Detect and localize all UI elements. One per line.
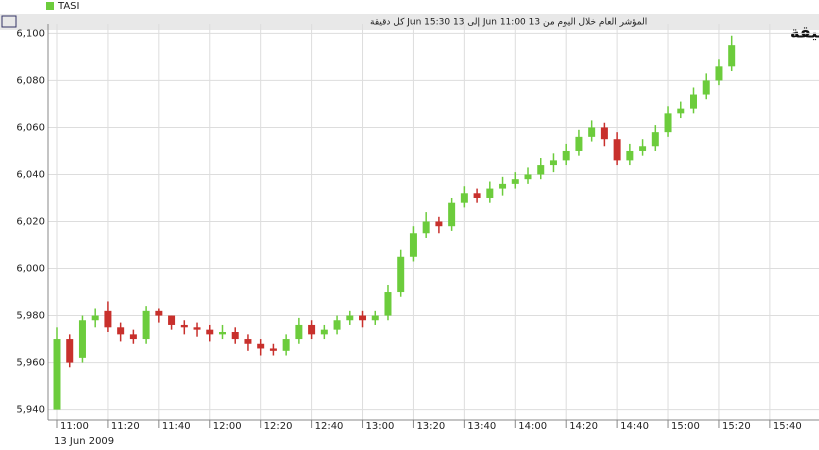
candle-body — [473, 193, 481, 198]
candle-body — [715, 66, 723, 81]
x-tick-label: 13:00 — [366, 421, 395, 432]
candle-body — [626, 150, 634, 161]
candle-body — [155, 310, 163, 316]
candle-body — [613, 139, 621, 161]
candle-body — [664, 113, 672, 133]
x-tick-label: 14:00 — [518, 421, 547, 432]
x-tick-label: 12:40 — [315, 421, 344, 432]
candle-body — [269, 348, 277, 351]
chart-title: اداء المؤشر العام خلال جلسة أمس(شموع) كل… — [790, 22, 819, 42]
legend-label: TASI — [57, 1, 79, 12]
candle-body — [397, 256, 405, 293]
candle-body — [206, 329, 214, 335]
candle-body — [218, 332, 226, 335]
candle-body — [257, 343, 265, 349]
y-tick-label: 5,960 — [16, 358, 45, 369]
candle-body — [690, 94, 697, 109]
candle-body — [129, 334, 137, 340]
candle-body — [308, 324, 316, 335]
x-tick-label: 15:00 — [671, 421, 700, 432]
candle-body — [677, 108, 685, 114]
y-tick-label: 5,980 — [16, 311, 45, 322]
candle-body — [448, 202, 456, 227]
x-tick-label: 13:20 — [416, 421, 445, 432]
y-tick-label: 6,060 — [16, 122, 45, 133]
candle-body — [180, 324, 188, 328]
candle-body — [409, 233, 417, 257]
candle-body — [499, 183, 507, 189]
candle-body — [435, 221, 443, 227]
candle-body — [384, 292, 392, 316]
candle-body — [562, 150, 570, 161]
candle-body — [346, 315, 354, 321]
candle-body — [549, 160, 557, 166]
legend-swatch — [46, 2, 54, 10]
y-tick-label: 5,940 — [16, 405, 45, 416]
candle-body — [53, 339, 61, 410]
candle-body — [702, 80, 710, 95]
candle-body — [104, 310, 112, 328]
candle-body — [231, 332, 239, 340]
date-label: 13 Jun 2009 — [54, 436, 114, 447]
candle-body — [422, 221, 430, 234]
info-text: المؤشر العام خلال اليوم من 13 Jun 11:00 … — [370, 18, 647, 28]
candle-body — [460, 193, 468, 203]
candle-body — [117, 327, 125, 335]
window-icon[interactable] — [1, 15, 17, 28]
candle-body — [639, 146, 647, 151]
candle-body — [486, 188, 494, 198]
candle-body — [575, 136, 583, 151]
candle-body — [600, 127, 608, 140]
x-tick-label: 11:20 — [111, 421, 140, 432]
candle-body — [359, 315, 367, 321]
y-tick-label: 6,040 — [16, 169, 45, 180]
candle-body — [320, 329, 328, 335]
x-tick-label: 14:20 — [569, 421, 598, 432]
y-tick-label: 6,080 — [16, 75, 45, 86]
candle-body — [524, 174, 532, 180]
x-tick-label: 11:40 — [162, 421, 191, 432]
candle-body — [537, 165, 545, 175]
x-tick-label: 11:00 — [60, 421, 89, 432]
y-tick-label: 6,020 — [16, 217, 45, 228]
candle-body — [333, 320, 341, 330]
y-tick-label: 6,100 — [16, 28, 45, 39]
candle-body — [244, 339, 252, 344]
candle-body — [66, 339, 74, 363]
candle-body — [78, 320, 86, 358]
x-tick-label: 15:40 — [773, 421, 802, 432]
candle-body — [91, 315, 99, 321]
candle-body — [371, 315, 379, 321]
candle-body — [168, 315, 176, 325]
candle-body — [651, 132, 659, 147]
candle-body — [588, 127, 596, 137]
candle-body — [728, 45, 736, 67]
y-tick-label: 6,000 — [16, 264, 45, 275]
info-bar — [0, 14, 819, 30]
candle-body — [511, 179, 519, 184]
x-tick-label: 12:00 — [213, 421, 242, 432]
x-tick-label: 13:40 — [467, 421, 496, 432]
candle-body — [193, 327, 201, 330]
candle-body — [282, 339, 290, 351]
candle-body — [295, 324, 303, 340]
x-tick-label: 14:40 — [620, 421, 649, 432]
x-tick-label: 12:20 — [264, 421, 293, 432]
candle-body — [142, 310, 150, 340]
x-tick-label: 15:20 — [722, 421, 751, 432]
